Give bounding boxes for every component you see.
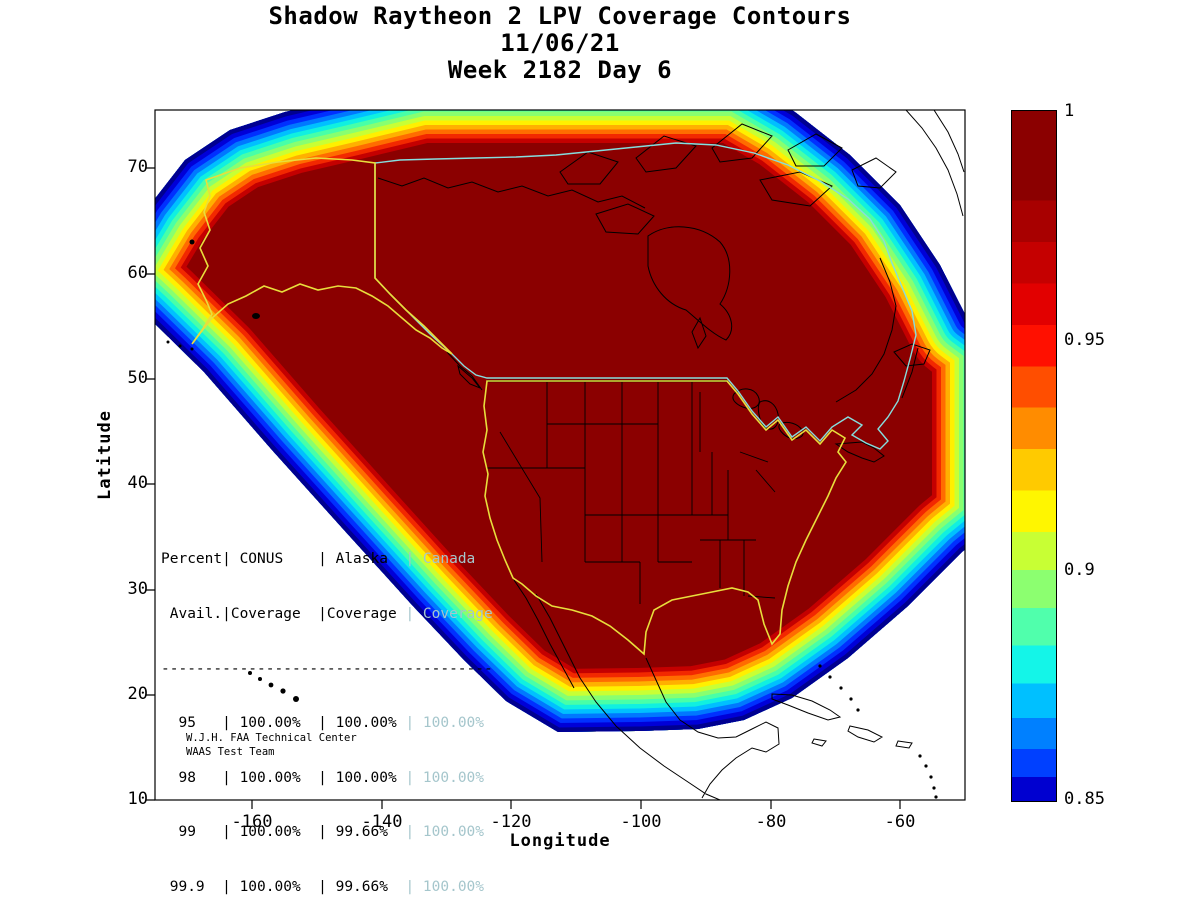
colorbar-tick-label: 0.95 [1064,330,1105,350]
attribution-line2: WAAS Test Team [186,745,275,758]
hawaii-island [268,682,274,688]
x-tick-label: -120 [490,812,532,832]
y-tick-label: 10 [127,789,148,809]
x-tick-label: -60 [884,812,916,832]
attribution-line1: W.J.H. FAA Technical Center [186,732,357,744]
y-tick-label: 60 [127,263,148,283]
y-tick-label: 40 [127,473,148,493]
coverage-table-row: 99 | 100.00% | 99.66% | 100.00% [161,824,485,841]
colorbar-tick-label: 0.85 [1064,789,1105,809]
hawaii-island [280,688,286,694]
y-axis-label: Latitude [95,410,115,500]
x-tick-label: -160 [231,812,273,832]
chart-title-block: Shadow Raytheon 2 LPV Coverage Contours … [155,3,965,84]
kodiak-island [252,313,260,319]
hawaii-island [258,677,262,681]
x-tick-label: -100 [620,812,662,832]
plot-frame [146,109,966,809]
x-tick-label: -80 [755,812,787,832]
y-tick-label: 50 [127,368,148,388]
chart-date: 11/06/21 [500,29,620,57]
chart-title: Shadow Raytheon 2 LPV Coverage Contours [268,2,852,30]
coverage-table-row: 98 | 100.00% | 100.00% | 100.00% [161,769,485,786]
coverage-table: Percent| CONUS | Alaska | Canada Avail.|… [161,514,493,900]
y-tick-label: 30 [127,579,148,599]
state-borders [487,381,776,604]
conus-outline [482,380,847,656]
y-tick-label: 20 [127,684,148,704]
coverage-table-header-row1: Percent| CONUS | Alaska | Canada [161,551,476,568]
coastlines [377,110,965,800]
x-axis-label: Longitude [509,831,611,851]
colorbar-tick-label: 1 [1064,101,1075,121]
coverage-table-header-row2: Avail.|Coverage |Coverage | Coverage [161,606,493,623]
island-dots [166,239,938,799]
hawaii-island [248,671,252,675]
chart-week-day: Week 2182 Day 6 [447,56,673,84]
attribution: W.J.H. FAA Technical Center WAAS Test Te… [186,732,357,759]
coverage-table-separator: -------------------------------------- [161,660,493,677]
alaska-outline [191,157,453,355]
colorbar-tick-label: 0.9 [1064,560,1095,580]
y-tick-label: 70 [127,157,148,177]
canada-outline [374,142,917,450]
hawaii-island [293,696,299,702]
colorbar [1011,110,1057,802]
coverage-table-row: 95 | 100.00% | 100.00% | 100.00% [161,715,485,732]
coastlines-path [377,110,965,800]
axis-ticks [146,167,901,809]
coverage-table-row: 99.9 | 100.00% | 99.66% | 100.00% [161,879,485,896]
x-tick-label: -140 [361,812,403,832]
